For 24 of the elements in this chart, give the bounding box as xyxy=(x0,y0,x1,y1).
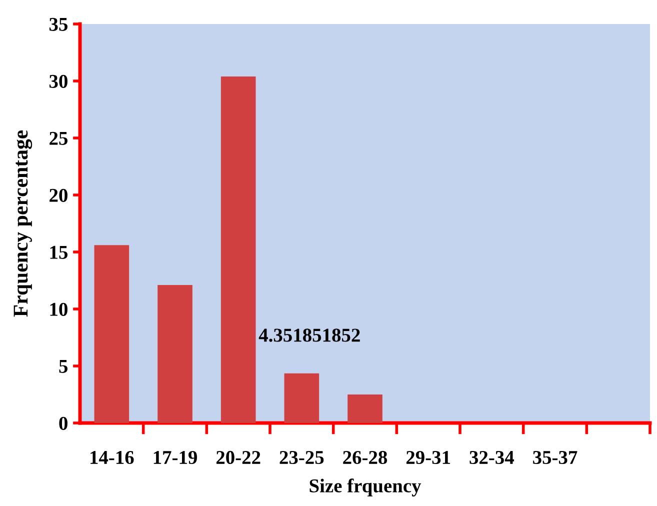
y-tick-label: 35 xyxy=(49,18,68,31)
x-tick-label: 17-19 xyxy=(154,450,197,464)
y-tick-label: 20 xyxy=(50,188,68,202)
x-tick-label: 23-25 xyxy=(280,450,324,464)
x-tick-label: 35-37 xyxy=(533,450,578,464)
y-tick-label: 10 xyxy=(50,302,68,316)
y-axis-title: Frquency percentage xyxy=(14,130,32,317)
bar xyxy=(158,285,192,423)
y-tick-label: 5 xyxy=(59,360,68,373)
y-tick-label: 15 xyxy=(50,246,68,259)
y-tick-label: 25 xyxy=(50,132,68,145)
bar xyxy=(284,373,320,423)
data-label: 4.351851852 xyxy=(258,328,360,342)
y-tick-label: 30 xyxy=(49,74,68,88)
bar xyxy=(220,76,256,423)
y-tick-label: 0 xyxy=(59,416,68,430)
x-tick-label: 20-22 xyxy=(216,450,260,464)
bar xyxy=(348,394,382,423)
bar xyxy=(94,245,130,423)
x-tick-label: 14-16 xyxy=(90,450,134,464)
x-tick-label: 29-31 xyxy=(406,450,450,464)
x-tick-label: 26-28 xyxy=(343,450,388,464)
x-axis-title: Size frquency xyxy=(310,478,422,496)
x-tick-label: 32-34 xyxy=(470,450,514,464)
